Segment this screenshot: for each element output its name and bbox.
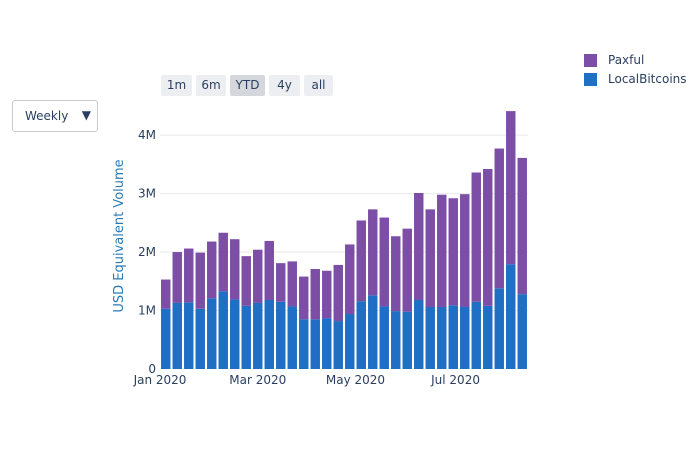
bar-paxful[interactable] — [161, 279, 171, 309]
bar-paxful[interactable] — [276, 263, 286, 302]
bar-localbitcoins[interactable] — [264, 300, 274, 369]
frequency-select-value: Weekly — [25, 109, 69, 123]
x-tick-label: Mar 2020 — [229, 373, 286, 387]
bar-paxful[interactable] — [172, 252, 182, 303]
bar-paxful[interactable] — [299, 276, 309, 320]
chevron-down-icon: ▼ — [81, 108, 91, 122]
bar-localbitcoins[interactable] — [287, 306, 297, 369]
y-axis-ticks: 0 1M 2M 3M 4M — [138, 128, 156, 376]
y-tick-label: 0 — [148, 362, 156, 376]
x-tick-label: Jul 2020 — [430, 373, 480, 387]
bar-localbitcoins[interactable] — [356, 301, 366, 369]
y-tick-label: 2M — [138, 245, 156, 259]
bar-localbitcoins[interactable] — [506, 264, 516, 369]
bar-paxful[interactable] — [207, 241, 217, 299]
bar-paxful[interactable] — [345, 244, 355, 315]
bar-localbitcoins[interactable] — [425, 307, 435, 369]
bar-localbitcoins[interactable] — [414, 300, 424, 369]
bar-paxful[interactable] — [437, 194, 447, 308]
bar-localbitcoins[interactable] — [230, 299, 240, 369]
bar-paxful[interactable] — [287, 261, 297, 307]
bar-paxful[interactable] — [368, 209, 378, 296]
range-button-ytd[interactable]: YTD — [230, 75, 265, 96]
bar-localbitcoins[interactable] — [195, 308, 205, 369]
bar-localbitcoins[interactable] — [345, 314, 355, 369]
legend-swatch-localbitcoins — [584, 73, 597, 86]
bar-localbitcoins[interactable] — [322, 318, 332, 369]
bar-paxful[interactable] — [425, 209, 435, 308]
x-tick-label: Jan 2020 — [133, 373, 187, 387]
bar-paxful[interactable] — [506, 111, 516, 265]
bar-paxful[interactable] — [494, 148, 504, 289]
bar-paxful[interactable] — [483, 169, 493, 306]
bar-localbitcoins[interactable] — [184, 302, 194, 369]
bar-paxful[interactable] — [517, 157, 527, 295]
bar-localbitcoins[interactable] — [218, 291, 228, 369]
bar-paxful[interactable] — [310, 269, 320, 320]
bar-localbitcoins[interactable] — [379, 306, 389, 369]
bar-localbitcoins[interactable] — [391, 311, 401, 369]
bar-paxful[interactable] — [356, 220, 366, 302]
y-tick-label: 1M — [138, 304, 156, 318]
range-button-6m[interactable]: 6m — [196, 75, 226, 96]
y-tick-label: 4M — [138, 128, 156, 142]
legend-label-paxful: Paxful — [608, 53, 645, 67]
bar-localbitcoins[interactable] — [460, 307, 470, 369]
bar-localbitcoins[interactable] — [494, 288, 504, 369]
bar-localbitcoins[interactable] — [471, 301, 481, 369]
bar-paxful[interactable] — [218, 232, 228, 292]
bar-localbitcoins[interactable] — [402, 311, 412, 369]
range-button-4y[interactable]: 4y — [269, 75, 300, 96]
bar-localbitcoins[interactable] — [483, 305, 493, 369]
bar-localbitcoins[interactable] — [517, 294, 527, 369]
bar-paxful[interactable] — [184, 248, 194, 303]
bar-paxful[interactable] — [241, 256, 251, 306]
bar-paxful[interactable] — [333, 264, 343, 322]
bar-localbitcoins[interactable] — [253, 302, 263, 369]
y-axis-title: USD Equivalent Volume — [112, 159, 127, 312]
bar-paxful[interactable] — [391, 236, 401, 312]
bar-localbitcoins[interactable] — [276, 301, 286, 369]
bar-paxful[interactable] — [460, 194, 470, 308]
bar-localbitcoins[interactable] — [333, 321, 343, 369]
bar-localbitcoins[interactable] — [437, 307, 447, 369]
legend-swatch-paxful — [584, 54, 597, 67]
bar-paxful[interactable] — [195, 252, 205, 309]
bar-localbitcoins[interactable] — [310, 319, 320, 369]
bar-localbitcoins[interactable] — [299, 319, 309, 369]
bar-paxful[interactable] — [448, 198, 458, 306]
bar-localbitcoins[interactable] — [207, 298, 217, 369]
bar-paxful[interactable] — [379, 217, 389, 307]
bar-paxful[interactable] — [230, 239, 240, 300]
bar-localbitcoins[interactable] — [161, 308, 171, 369]
bar-localbitcoins[interactable] — [368, 295, 378, 369]
bar-localbitcoins[interactable] — [448, 305, 458, 369]
y-tick-label: 3M — [138, 187, 156, 201]
bar-localbitcoins[interactable] — [241, 305, 251, 369]
bar-paxful[interactable] — [253, 249, 263, 303]
bar-localbitcoins[interactable] — [172, 302, 182, 369]
x-axis-ticks: Jan 2020 Mar 2020 May 2020 Jul 2020 — [133, 373, 480, 387]
x-tick-label: May 2020 — [326, 373, 385, 387]
range-button-all[interactable]: all — [304, 75, 333, 96]
bar-paxful[interactable] — [414, 192, 424, 300]
bar-paxful[interactable] — [471, 172, 481, 302]
bars-group — [161, 111, 527, 369]
frequency-select[interactable]: Weekly ▼ — [12, 100, 98, 132]
bar-paxful[interactable] — [322, 270, 332, 319]
bar-paxful[interactable] — [402, 228, 412, 312]
legend-label-localbitcoins: LocalBitcoins — [608, 72, 687, 86]
bar-paxful[interactable] — [264, 240, 274, 300]
range-button-1m[interactable]: 1m — [161, 75, 192, 96]
